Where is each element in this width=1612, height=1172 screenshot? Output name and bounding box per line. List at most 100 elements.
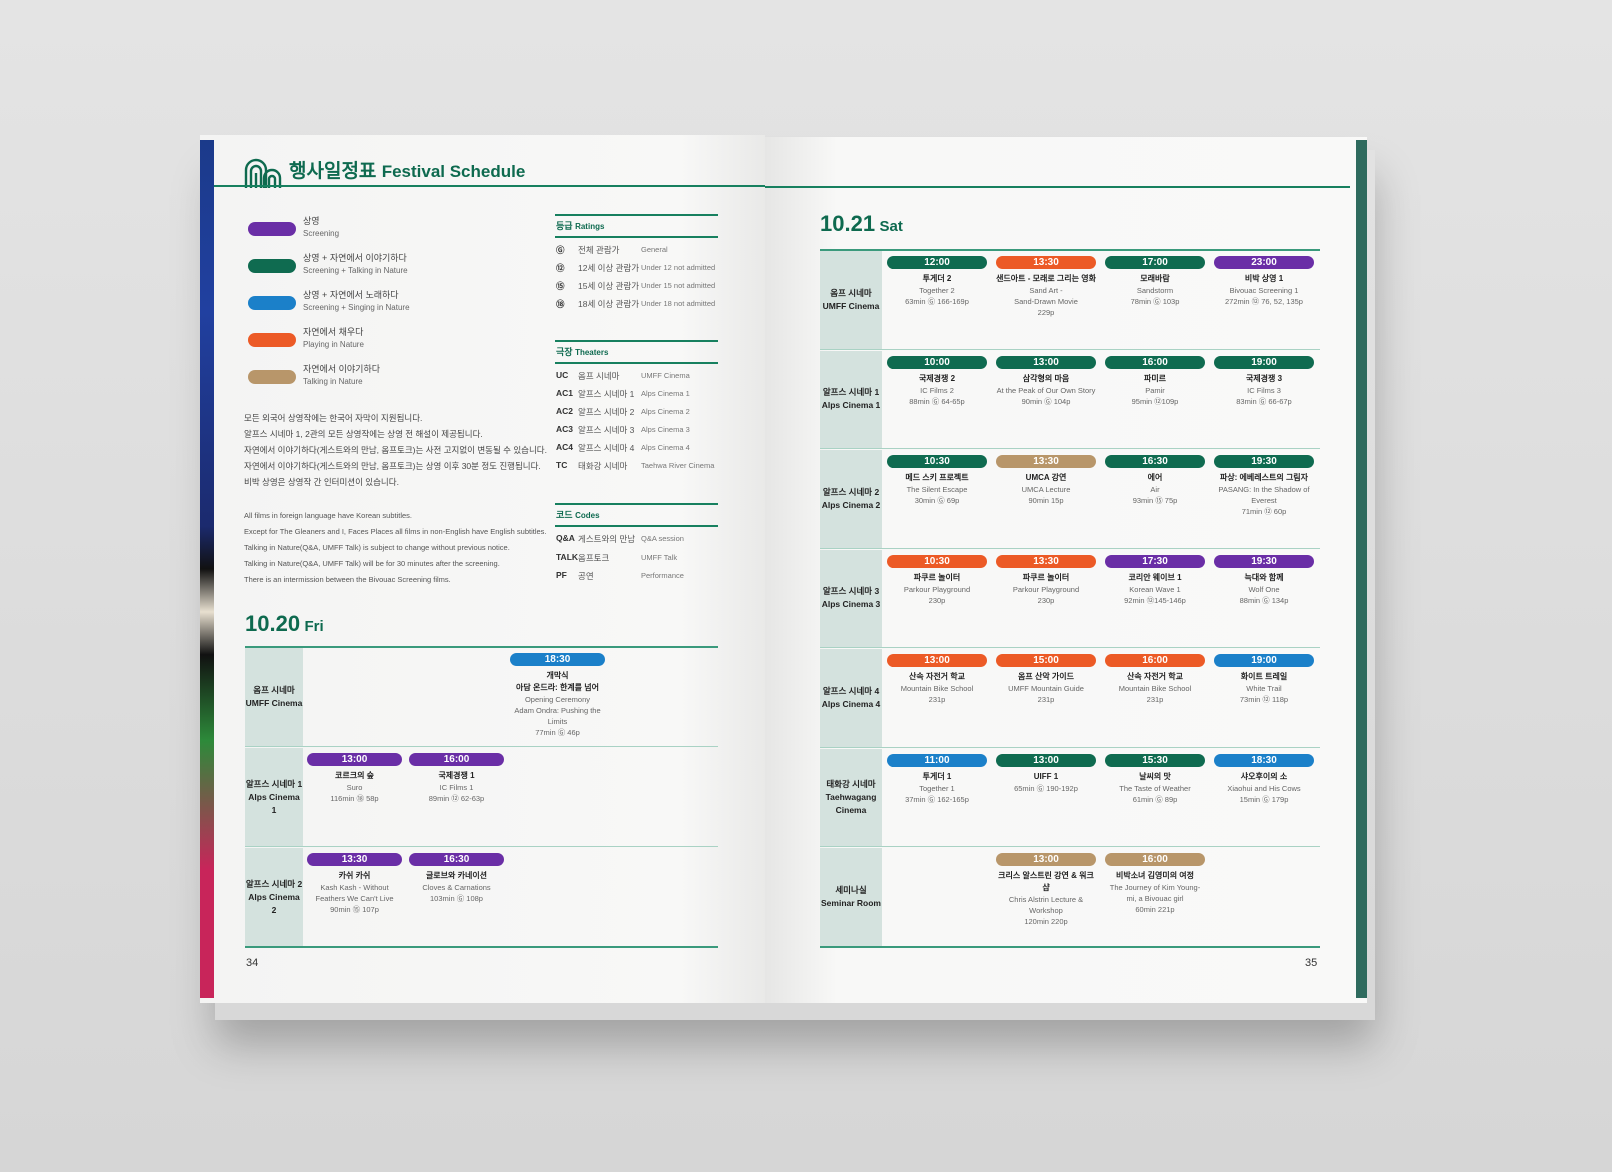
event-card[interactable]: 19:30 늑대와 함께 Wolf One 88min Ⓖ 134p [1214, 554, 1314, 606]
event-card[interactable]: 10:30 메드 스키 프로젝트 The Silent Escape 30min Ⓖ … [887, 455, 987, 506]
venue-ko: 옴프 시네마 [830, 287, 872, 298]
event-time[interactable]: 18:30 [510, 653, 605, 666]
event-card[interactable]: 13:30 UMCA 강연 UMCA Lecture 90min 15p [996, 455, 1096, 506]
event-card[interactable]: 16:00 비박소녀 김영미의 여정 The Journey of Kim Youn… [1105, 853, 1205, 915]
event-time[interactable]: 16:00 [1105, 355, 1205, 369]
event-ko: 국제경쟁 2 [918, 373, 956, 383]
event-card[interactable]: 13:00 UIFF 1 65min Ⓖ 190-192p [996, 753, 1096, 794]
event-card[interactable]: 19:30 파상: 에베레스트의 그림자 PASANG: In the Shadow… [1214, 455, 1314, 517]
event-card[interactable]: 18:30 개막식 아담 온드라: 한계를 넘어 Opening Ceremony … [510, 653, 605, 738]
event-time[interactable]: 15:00 [996, 654, 1096, 667]
event-en: The Journey of Kim Young-mi, a Bivouac g… [1109, 883, 1201, 903]
event-card[interactable]: 16:00 국제경쟁 1 IC Films 1 89min ⑫ 62-63p [409, 753, 504, 804]
event-ko: 모래바람 [1140, 274, 1170, 283]
event-info: 93min ⑮ 75p [1132, 496, 1178, 505]
note-ko: 알프스 시네마 1, 2관의 모든 상영작에는 상영 전 해설이 제공됩니다. [244, 429, 483, 439]
event-info: 116min ⑱ 58p [330, 794, 379, 803]
event-time[interactable]: 13:30 [996, 256, 1096, 269]
event-time[interactable]: 17:30 [1105, 554, 1205, 568]
event-time[interactable]: 13:30 [307, 853, 402, 866]
event-time[interactable]: 19:00 [1214, 355, 1314, 369]
venue-label: 태화강 시네마 Taehwagang Cinema [820, 748, 882, 846]
venue-en: Taehwagang Cinema [825, 791, 877, 815]
event-time[interactable]: 15:30 [1105, 753, 1205, 767]
event-time[interactable]: 13:00 [996, 753, 1096, 767]
event-ko: 비박 상영 1 [1244, 274, 1284, 283]
event-time[interactable]: 19:30 [1214, 554, 1314, 568]
theaters-code: TC [556, 460, 568, 470]
event-time[interactable]: 13:00 [307, 753, 402, 766]
event-en: Sand Art - Sand-Drawn Movie [1014, 286, 1078, 306]
event-time[interactable]: 16:00 [409, 753, 504, 766]
event-card[interactable]: 13:00 크리스 알스트린 강연 & 워크샵 Chris Alstrin Lect… [996, 853, 1096, 927]
event-en: Opening Ceremony Adam Ondra: Pushing the… [514, 695, 601, 726]
event-info: 78min Ⓖ 103p [1130, 297, 1180, 306]
event-time[interactable]: 16:00 [1105, 853, 1205, 866]
event-time[interactable]: 16:00 [1105, 654, 1205, 667]
event-card[interactable]: 15:00 옴프 산악 가이드 UMFF Mountain Guide 231p [996, 654, 1096, 705]
event-card[interactable]: 11:00 투게더 1 Together 1 37min Ⓖ 162-165p [887, 753, 987, 805]
event-time[interactable]: 19:00 [1214, 654, 1314, 667]
venue-label: 알프스 시네마 4 Alps Cinema 4 [820, 649, 882, 747]
event-card[interactable]: 16:30 글로브와 카네이션 Cloves & Carnations 103min … [409, 853, 504, 904]
theaters-label-ko: 알프스 시네마 1 [578, 389, 635, 399]
mountain-logo-icon [244, 158, 282, 188]
event-ko: 샌드아트 - 모래로 그리는 영화 [996, 274, 1096, 283]
event-card[interactable]: 13:00 삼각형의 마음 At the Peak of Our Own Story… [996, 355, 1096, 407]
event-time[interactable]: 10:30 [887, 554, 987, 568]
title-en: Festival Schedule [381, 162, 526, 181]
event-card[interactable]: 13:30 샌드아트 - 모래로 그리는 영화 Sand Art - Sand-Dr… [996, 256, 1096, 318]
event-time[interactable]: 13:00 [887, 654, 987, 667]
event-time[interactable]: 12:00 [887, 256, 987, 269]
legend-label-ko: 상영 [303, 216, 320, 226]
ratings-label-ko: 18세 이상 관람가 [578, 299, 640, 309]
venue-ko: 알프스 시네마 3 [822, 586, 880, 597]
event-info: 92min ⑫145-146p [1124, 595, 1186, 605]
event-time[interactable]: 13:30 [996, 455, 1096, 468]
legend-label-en: Screening + Singing in Nature [303, 303, 410, 312]
event-time[interactable]: 10:30 [887, 455, 987, 468]
event-time[interactable]: 17:00 [1105, 256, 1205, 269]
event-card[interactable]: 19:00 국제경쟁 3 IC Films 3 83min Ⓖ 66-67p [1214, 355, 1314, 407]
note-en: There is an intermission between the Biv… [244, 575, 451, 584]
event-time[interactable]: 18:30 [1214, 753, 1314, 767]
event-card[interactable]: 12:00 투게더 2 Together 2 63min Ⓖ 166-169p [887, 256, 987, 307]
event-info: 90min ⑮ 107p [330, 905, 379, 914]
event-card[interactable]: 10:30 파쿠르 놀이터 Parkour Playground 230p [887, 554, 987, 606]
theaters-label-ko: 알프스 시네마 4 [578, 443, 635, 453]
event-card[interactable]: 16:00 산속 자전거 학교 Mountain Bike School 231p [1105, 654, 1205, 705]
venue-label: 옴프 시네마 UMFF Cinema [245, 648, 303, 746]
theaters-label-en: Alps Cinema 3 [641, 425, 690, 434]
venue-en: Alps Cinema 2 [248, 891, 300, 915]
event-ko: 카쉬 카쉬 [338, 871, 371, 880]
event-card[interactable]: 16:00 파미르 Pamir 95min ⑫109p [1105, 355, 1205, 407]
event-time[interactable]: 13:30 [996, 554, 1096, 568]
event-ko: 화이트 트레일 [1240, 672, 1288, 681]
legend-label-en: Screening + Talking in Nature [303, 266, 408, 275]
event-card[interactable]: 19:00 화이트 트레일 White Trail 73min ⑫ 118p [1214, 654, 1314, 705]
event-time[interactable]: 11:00 [887, 753, 987, 767]
event-time[interactable]: 10:00 [887, 355, 987, 369]
event-card[interactable]: 13:30 카쉬 카쉬 Kash Kash - Without Feathers W… [307, 853, 402, 915]
event-time[interactable]: 16:30 [409, 853, 504, 866]
event-ko: 투게더 1 [922, 771, 952, 781]
event-time[interactable]: 16:30 [1105, 455, 1205, 468]
event-card[interactable]: 13:00 코르크의 숲 Suro 116min ⑱ 58p [307, 753, 402, 804]
ratings-label-ko: 12세 이상 관람가 [578, 263, 640, 273]
event-card[interactable]: 13:30 파쿠르 놀이터 Parkour Playground 230p [996, 554, 1096, 606]
venue-ko: 옴프 시네마 [253, 685, 295, 695]
event-time[interactable]: 23:00 [1214, 256, 1314, 269]
event-card[interactable]: 23:00 비박 상영 1 Bivouac Screening 1 272min ⑫ … [1214, 256, 1314, 307]
event-time[interactable]: 19:30 [1214, 455, 1314, 468]
event-card[interactable]: 17:00 모래바람 Sandstorm 78min Ⓖ 103p [1105, 256, 1205, 307]
event-card[interactable]: 15:30 날씨의 맛 The Taste of Weather 61min Ⓖ 89… [1105, 753, 1205, 805]
event-time[interactable]: 13:00 [996, 853, 1096, 866]
event-card[interactable]: 17:30 코리안 웨이브 1 Korean Wave 1 92min ⑫145-14… [1105, 554, 1205, 606]
event-card[interactable]: 13:00 산속 자전거 학교 Mountain Bike School 231p [887, 654, 987, 705]
event-time[interactable]: 13:00 [996, 355, 1096, 369]
codes-rule [555, 503, 718, 505]
event-card[interactable]: 10:00 국제경쟁 2 IC Films 2 88min Ⓖ 64-65p [887, 355, 987, 407]
event-en: IC Films 1 [439, 783, 474, 792]
event-card[interactable]: 18:30 샤오후이의 소 Xiaohui and His Cows 15min Ⓖ … [1214, 753, 1314, 805]
event-card[interactable]: 16:30 에어 Air 93min ⑮ 75p [1105, 455, 1205, 506]
